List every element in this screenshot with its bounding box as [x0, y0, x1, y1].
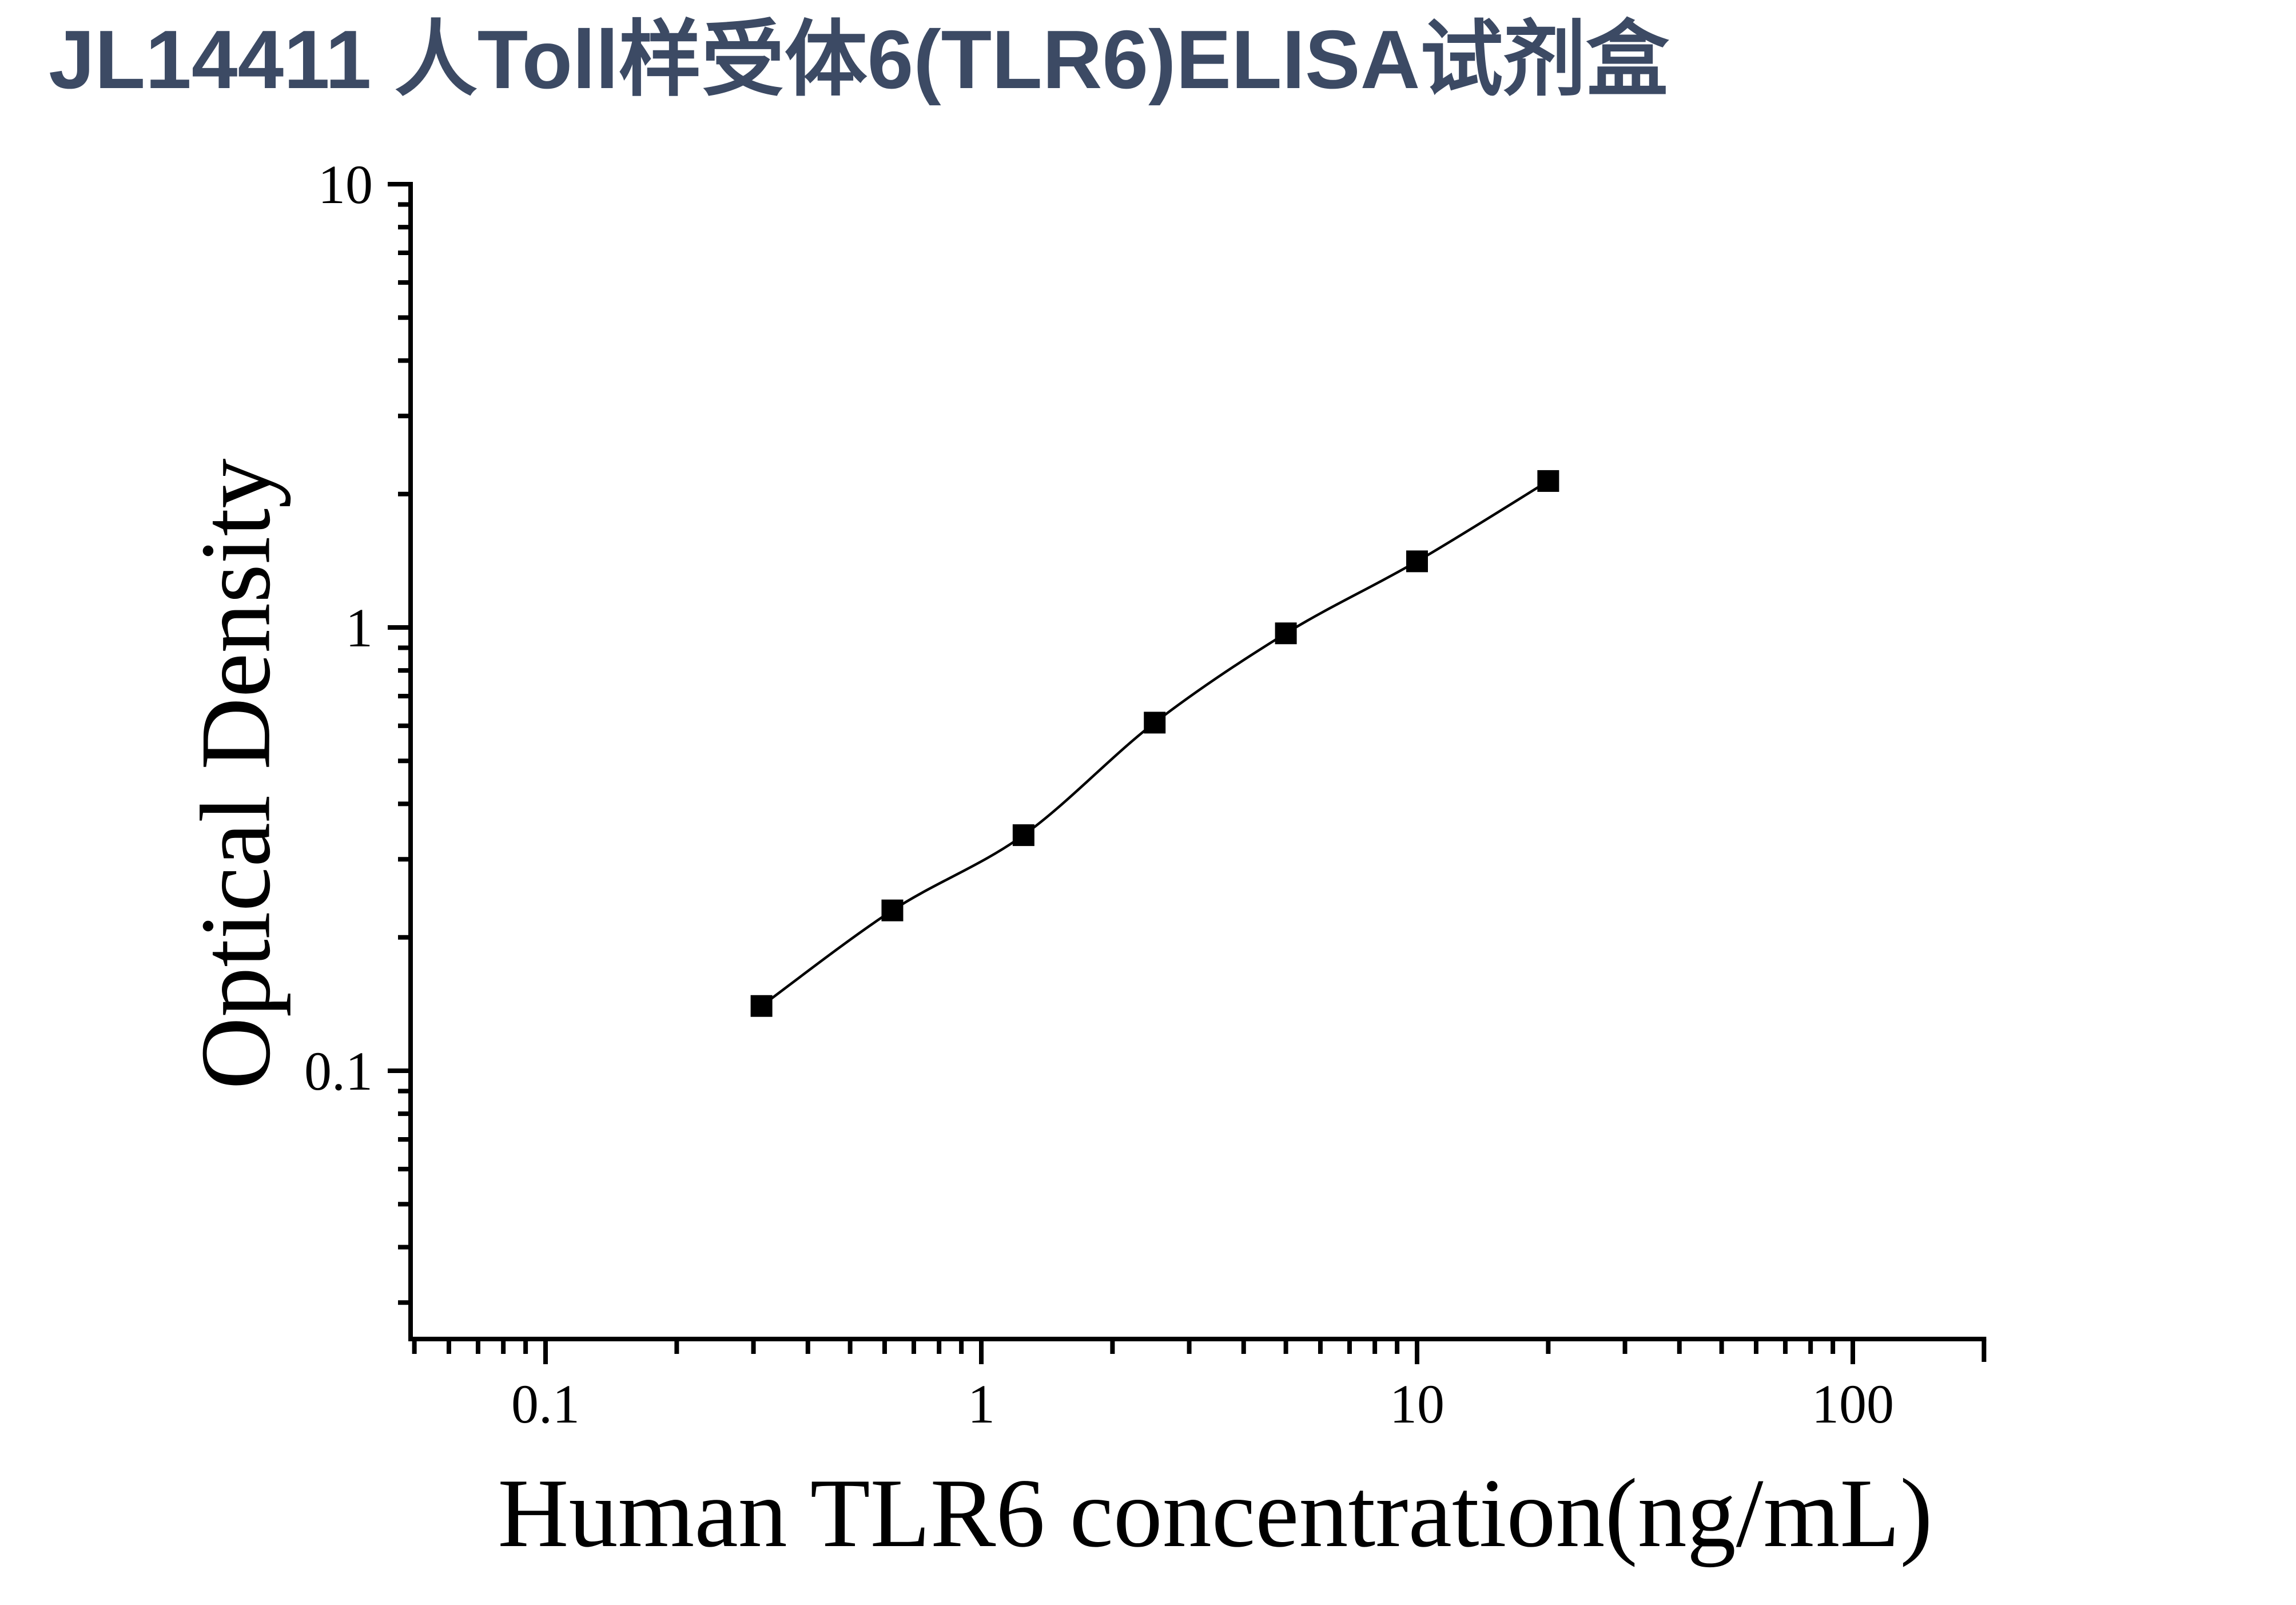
data-point-marker [1537, 470, 1559, 492]
data-point-marker [1144, 712, 1166, 734]
y-tick-label: 1 [345, 597, 373, 658]
data-point-marker [881, 899, 904, 921]
data-point-marker [750, 995, 773, 1017]
chart-title: JL14411 人Toll样受体6(TLR6)ELISA试剂盒 [49, 13, 1669, 106]
y-tick-label: 0.1 [304, 1040, 373, 1102]
standard-curve-line [761, 480, 1549, 1007]
data-point-marker [1406, 550, 1428, 573]
data-point-marker [1275, 622, 1297, 645]
x-tick-label: 0.1 [511, 1373, 580, 1435]
x-axis-title: Human TLR6 concentration(ng/mL) [498, 1459, 1933, 1568]
y-tick-label: 10 [318, 154, 373, 215]
x-tick-label: 10 [1390, 1373, 1445, 1435]
x-tick-label: 1 [968, 1373, 995, 1435]
x-tick-label: 100 [1812, 1373, 1894, 1435]
data-point-marker [1012, 824, 1034, 847]
